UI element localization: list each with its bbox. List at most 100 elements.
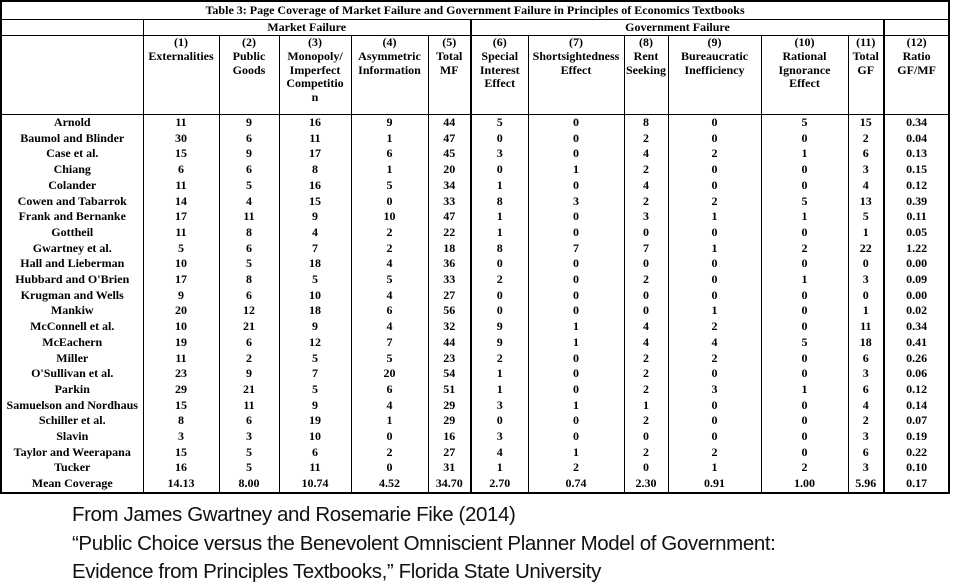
cell: 1 [470, 177, 529, 194]
cell: 1 [527, 397, 625, 414]
cell: 0.34 [882, 319, 950, 335]
cell: 14 [142, 193, 220, 210]
row-label: Baumol and Blinder [0, 130, 144, 147]
cell: 1 [667, 460, 762, 477]
row-label: Arnold [0, 114, 144, 131]
cell: 0 [470, 413, 529, 430]
table-row: Mankiw 20 12 18 6 56 0 0 0 1 0 1 0.02 [0, 303, 950, 320]
column-header-ratio: (12) Ratio GF/MF [882, 35, 950, 115]
cell: 0 [760, 366, 849, 382]
cell: 23 [142, 366, 220, 382]
cell: 0 [623, 287, 669, 304]
table-row: Case et al. 15 9 17 6 45 3 0 4 2 1 6 0.13 [0, 146, 950, 163]
cell: 0 [847, 287, 885, 304]
table-title: Table 3: Page Coverage of Market Failure… [0, 0, 950, 20]
cell: 11 [142, 114, 220, 131]
cell: 10 [278, 429, 352, 445]
column-header-total-gf: (11) Total GF [847, 35, 885, 115]
cell: 0 [470, 303, 529, 320]
cell: 0.06 [882, 366, 950, 382]
cell: 33 [427, 193, 472, 210]
cell: 0 [350, 460, 429, 477]
cell: 12 [278, 334, 352, 351]
cell: 0 [527, 209, 625, 225]
cell: 0.00 [882, 256, 950, 273]
table-row: Baumol and Blinder 30 6 11 1 47 0 0 2 0 0 2 0.04 [0, 130, 950, 147]
cell: 54 [427, 366, 472, 382]
cell: 6 [350, 381, 429, 398]
cell: 1 [527, 334, 625, 351]
cell: 3 [470, 429, 529, 445]
cell: 6 [142, 162, 220, 178]
cell: 6 [218, 334, 280, 351]
cell: 0 [527, 413, 625, 430]
cell: 0 [470, 287, 529, 304]
cell: 1 [470, 381, 529, 398]
cell: 15 [142, 146, 220, 163]
table-row: Taylor and Weerapana 15 5 6 2 27 4 1 2 2 0 6 0.22 [0, 444, 950, 461]
cell: 0 [760, 444, 849, 461]
cell: 2 [527, 460, 625, 477]
cell: 15 [278, 193, 352, 210]
cell: 1 [760, 272, 849, 288]
column-header-externalities: (1) Externalities [142, 35, 220, 115]
cell: 20 [350, 366, 429, 382]
cell: 20 [427, 162, 472, 178]
row-label: McConnell et al. [0, 319, 144, 335]
cell: 45 [427, 146, 472, 163]
cell: 0 [527, 272, 625, 288]
cell: 2 [667, 350, 762, 367]
cell: 0 [623, 256, 669, 273]
cell: 4 [350, 397, 429, 414]
cell: 0 [470, 130, 529, 147]
table-row: Krugman and Wells 9 6 10 4 27 0 0 0 0 0 0 0.00 [0, 287, 950, 304]
cell: 0 [760, 350, 849, 367]
cell: 4 [623, 319, 669, 335]
cell: 0 [760, 130, 849, 147]
table-row: Hubbard and O'Brien 17 8 5 5 33 2 0 2 0 1 3 0.09 [0, 272, 950, 288]
cell: 6 [218, 162, 280, 178]
row-label: Case et al. [0, 146, 144, 163]
cell: 6 [218, 240, 280, 257]
cell: 5 [278, 272, 352, 288]
cell: 7 [623, 240, 669, 257]
cell: 1 [667, 303, 762, 320]
cell: 0.22 [882, 444, 950, 461]
table-row: Samuelson and Nordhaus 15 11 9 4 29 3 1 1 0 0 4 0.14 [0, 397, 950, 414]
table-row: Colander 11 5 16 5 34 1 0 4 0 0 4 0.12 [0, 177, 950, 194]
cell: 0 [350, 429, 429, 445]
cell: 16 [427, 429, 472, 445]
cell: 21 [218, 319, 280, 335]
cell: 10.74 [278, 476, 352, 493]
cell: 2 [218, 350, 280, 367]
cell: 1 [847, 224, 885, 241]
cell: 2 [350, 224, 429, 241]
cell: 4 [623, 334, 669, 351]
cell: 0.39 [882, 193, 950, 210]
cell: 6 [847, 146, 885, 163]
table-row: Parkin 29 21 5 6 51 1 0 2 3 1 6 0.12 [0, 381, 950, 398]
cell: 44 [427, 334, 472, 351]
cell: 4 [350, 287, 429, 304]
cell: 0 [760, 397, 849, 414]
cell: 6 [350, 303, 429, 320]
cell: 47 [427, 209, 472, 225]
cell: 2 [350, 240, 429, 257]
table-row: Gottheil 11 8 4 2 22 1 0 0 0 0 1 0.05 [0, 224, 950, 241]
cell: 3 [847, 162, 885, 178]
cell: 0.12 [882, 381, 950, 398]
row-label: Taylor and Weerapana [0, 444, 144, 461]
cell: 4 [667, 334, 762, 351]
cell: 1.00 [760, 476, 849, 493]
cell: 5.96 [847, 476, 885, 493]
row-label: McEachern [0, 334, 144, 351]
cell: 6 [847, 350, 885, 367]
cell: 29 [142, 381, 220, 398]
cell: 36 [427, 256, 472, 273]
cell: 1 [470, 366, 529, 382]
cell: 6 [218, 130, 280, 147]
row-label: Colander [0, 177, 144, 194]
cell: 0 [527, 366, 625, 382]
cell: 2 [623, 193, 669, 210]
